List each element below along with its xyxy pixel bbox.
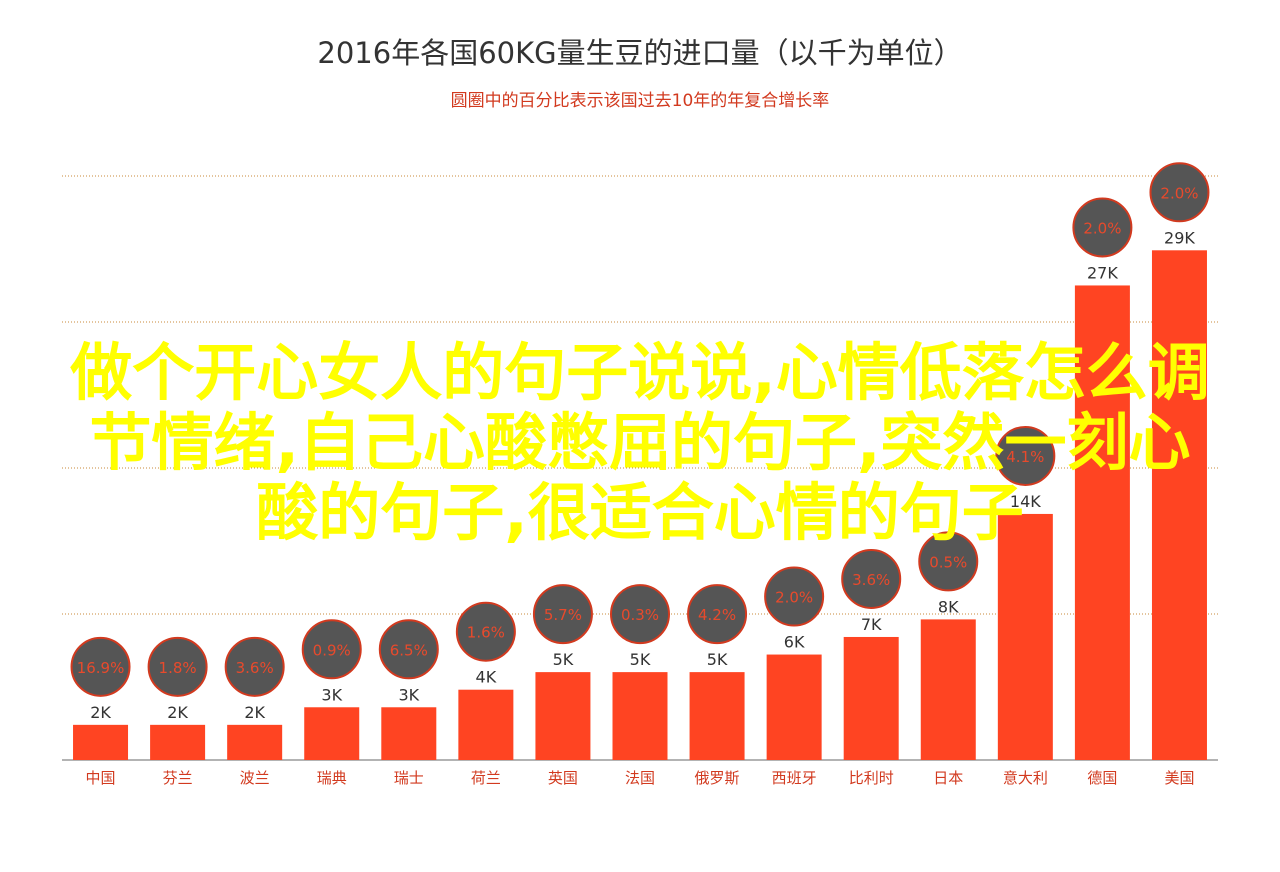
bar bbox=[150, 724, 206, 760]
growth-circle bbox=[1072, 197, 1133, 258]
growth-circle bbox=[70, 636, 131, 697]
growth-rate-label: 0.3% bbox=[621, 606, 659, 624]
category-label: 法国 bbox=[625, 769, 655, 787]
value-label: 5K bbox=[553, 650, 574, 669]
value-label: 14K bbox=[1010, 492, 1041, 511]
growth-circle bbox=[224, 636, 285, 697]
growth-rate-label: 1.6% bbox=[467, 624, 505, 642]
bar bbox=[535, 672, 591, 760]
growth-rate-label: 0.9% bbox=[313, 641, 351, 659]
growth-rate-label: 2.0% bbox=[1160, 184, 1198, 202]
bar bbox=[304, 707, 360, 760]
category-label: 意大利 bbox=[1003, 769, 1048, 787]
value-label: 2K bbox=[167, 703, 188, 722]
bar bbox=[381, 707, 437, 760]
overlay-line-2: 节情绪,自己心酸憋屈的句子,突然一刻心 bbox=[89, 406, 1191, 479]
growth-circle bbox=[532, 584, 593, 645]
growth-rate-label: 0.5% bbox=[929, 553, 967, 571]
category-label: 芬兰 bbox=[163, 769, 193, 787]
growth-circle bbox=[1149, 162, 1210, 223]
value-label: 5K bbox=[630, 650, 651, 669]
growth-circle bbox=[995, 425, 1056, 486]
category-label: 俄罗斯 bbox=[695, 769, 740, 787]
growth-circle bbox=[841, 548, 902, 609]
growth-circle bbox=[610, 584, 670, 645]
category-label: 瑞士 bbox=[394, 769, 424, 787]
growth-rate-label: 6.5% bbox=[390, 641, 428, 659]
category-label: 德国 bbox=[1087, 769, 1117, 787]
value-label: 2K bbox=[244, 703, 265, 722]
growth-rate-label: 1.8% bbox=[159, 659, 197, 677]
value-label: 5K bbox=[707, 650, 728, 669]
bar bbox=[227, 724, 283, 760]
bar bbox=[612, 672, 668, 760]
value-label: 4K bbox=[476, 668, 497, 687]
value-label: 2K bbox=[90, 703, 111, 722]
overlay-line-1: 做个开心女人的句子说说,心情低落怎么调 bbox=[70, 336, 1210, 409]
growth-circle bbox=[455, 601, 516, 662]
growth-circle bbox=[301, 619, 362, 680]
value-label: 29K bbox=[1164, 228, 1195, 247]
bar bbox=[73, 724, 129, 760]
bar bbox=[458, 689, 514, 760]
growth-rate-label: 4.2% bbox=[698, 606, 736, 624]
chart-subtitle: 圆圈中的百分比表示该国过去10年的年复合增长率 bbox=[450, 91, 830, 111]
value-label: 27K bbox=[1087, 263, 1118, 282]
category-label: 英国 bbox=[548, 769, 578, 787]
value-label: 3K bbox=[321, 685, 342, 704]
category-label: 比利时 bbox=[849, 769, 894, 787]
category-label: 中国 bbox=[86, 769, 116, 787]
bar bbox=[689, 672, 745, 760]
growth-circle bbox=[687, 584, 748, 645]
growth-circle bbox=[147, 636, 208, 697]
bars bbox=[73, 250, 1207, 760]
category-label: 西班牙 bbox=[772, 769, 817, 787]
bar bbox=[1074, 285, 1130, 760]
bar bbox=[843, 636, 899, 760]
category-label: 美国 bbox=[1164, 769, 1194, 787]
bar bbox=[1151, 250, 1207, 760]
value-label: 3K bbox=[398, 685, 419, 704]
growth-rate-label: 2.0% bbox=[1083, 219, 1121, 237]
value-label: 7K bbox=[861, 615, 882, 634]
labels: 2K 16.9% 中国 2K 1.8% 芬兰 2K 3.6% 波兰 3K 0.9% 瑞典 3K 6.5% 瑞… bbox=[70, 162, 1210, 787]
growth-circle bbox=[378, 619, 439, 680]
growth-circle bbox=[764, 566, 825, 627]
growth-rate-label: 3.6% bbox=[236, 659, 274, 677]
category-label: 日本 bbox=[933, 769, 963, 787]
growth-rate-label: 2.0% bbox=[775, 589, 813, 607]
bar bbox=[920, 619, 976, 760]
growth-rate-label: 4.1% bbox=[1006, 448, 1044, 466]
value-label: 6K bbox=[784, 633, 805, 652]
category-label: 荷兰 bbox=[471, 769, 501, 787]
bar bbox=[766, 654, 822, 760]
growth-rate-label: 5.7% bbox=[544, 606, 582, 624]
chart-title: 2016年各国60KG量生豆的进口量（以千为单位） bbox=[317, 36, 963, 70]
category-label: 波兰 bbox=[240, 769, 270, 787]
growth-rate-label: 16.9% bbox=[77, 659, 125, 677]
value-label: 8K bbox=[938, 597, 959, 616]
bar bbox=[997, 513, 1053, 760]
growth-circle bbox=[918, 531, 979, 592]
growth-rate-label: 3.6% bbox=[852, 571, 890, 589]
overlay-text: 做个开心女人的句子说说,心情低落怎么调 节情绪,自己心酸憋屈的句子,突然一刻心 … bbox=[0, 338, 1280, 548]
overlay-line-3: 酸的句子,很适合心情的句子 bbox=[256, 476, 1024, 549]
category-label: 瑞典 bbox=[317, 769, 347, 787]
